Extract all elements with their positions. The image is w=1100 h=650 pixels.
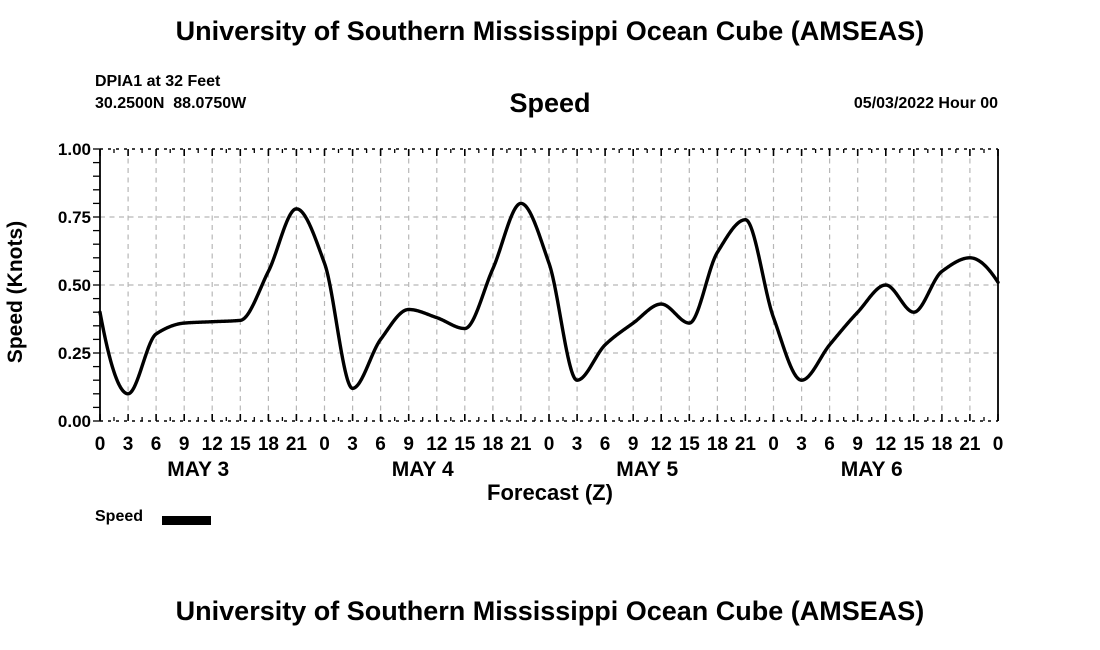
svg-text:0: 0: [319, 434, 330, 455]
svg-text:18: 18: [931, 434, 952, 455]
svg-text:0.50: 0.50: [58, 276, 91, 295]
svg-text:MAY 5: MAY 5: [616, 458, 678, 481]
svg-text:21: 21: [959, 434, 981, 455]
svg-text:MAY 3: MAY 3: [167, 458, 229, 481]
svg-text:15: 15: [903, 434, 925, 455]
svg-text:12: 12: [202, 434, 223, 455]
svg-text:6: 6: [824, 434, 835, 455]
svg-text:0: 0: [768, 434, 779, 455]
svg-text:15: 15: [679, 434, 701, 455]
svg-text:0.75: 0.75: [58, 208, 91, 227]
svg-text:6: 6: [151, 434, 162, 455]
svg-text:18: 18: [482, 434, 503, 455]
svg-text:9: 9: [179, 434, 190, 455]
svg-text:6: 6: [600, 434, 611, 455]
svg-text:21: 21: [510, 434, 532, 455]
svg-text:0: 0: [95, 434, 106, 455]
svg-text:21: 21: [286, 434, 308, 455]
svg-text:9: 9: [852, 434, 863, 455]
svg-text:Speed (Knots): Speed (Knots): [4, 221, 27, 363]
svg-text:0.25: 0.25: [58, 344, 91, 363]
svg-text:3: 3: [796, 434, 807, 455]
svg-text:3: 3: [123, 434, 134, 455]
svg-text:9: 9: [403, 434, 414, 455]
svg-text:15: 15: [230, 434, 252, 455]
svg-text:9: 9: [628, 434, 639, 455]
svg-text:0: 0: [544, 434, 555, 455]
svg-text:0: 0: [993, 434, 1004, 455]
svg-text:MAY 4: MAY 4: [392, 458, 454, 481]
svg-text:15: 15: [454, 434, 476, 455]
svg-text:6: 6: [375, 434, 386, 455]
svg-text:12: 12: [426, 434, 447, 455]
svg-text:21: 21: [735, 434, 757, 455]
svg-text:3: 3: [347, 434, 358, 455]
svg-text:18: 18: [707, 434, 728, 455]
svg-text:12: 12: [875, 434, 896, 455]
svg-text:18: 18: [258, 434, 279, 455]
svg-text:12: 12: [651, 434, 672, 455]
svg-text:1.00: 1.00: [58, 140, 91, 159]
svg-text:MAY 6: MAY 6: [841, 458, 903, 481]
svg-text:3: 3: [572, 434, 583, 455]
svg-text:0.00: 0.00: [58, 412, 91, 431]
